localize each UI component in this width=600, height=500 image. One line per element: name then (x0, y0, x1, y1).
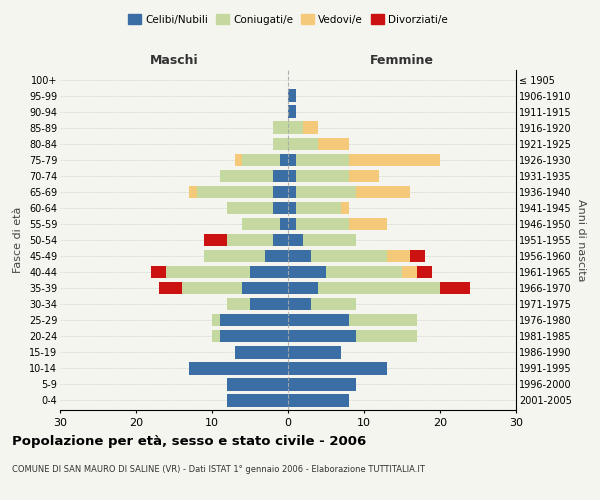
Bar (356, 186, 410, 198)
Bar (296, 154, 349, 166)
Bar (273, 170, 288, 182)
Bar (349, 170, 379, 182)
Bar (227, 202, 273, 214)
Bar (288, 170, 296, 182)
Bar (296, 170, 349, 182)
Bar (280, 218, 288, 230)
Bar (235, 154, 242, 166)
Bar (288, 346, 341, 358)
Bar (227, 394, 288, 406)
Bar (242, 154, 280, 166)
Bar (296, 186, 356, 198)
Bar (288, 394, 349, 406)
Bar (288, 202, 296, 214)
Bar (189, 362, 288, 374)
Bar (235, 346, 288, 358)
Bar (227, 298, 250, 310)
Text: Femmine: Femmine (370, 54, 434, 67)
Bar (288, 362, 387, 374)
Bar (288, 90, 296, 102)
Bar (288, 330, 356, 342)
Bar (288, 154, 296, 166)
Bar (250, 266, 288, 278)
Bar (182, 282, 242, 294)
Bar (303, 122, 319, 134)
Bar (273, 234, 288, 246)
Bar (288, 106, 296, 118)
Bar (303, 234, 356, 246)
Bar (349, 218, 387, 230)
Bar (410, 250, 425, 262)
Bar (212, 330, 220, 342)
Bar (265, 250, 288, 262)
Bar (349, 314, 417, 326)
Bar (296, 218, 349, 230)
Bar (288, 122, 303, 134)
Bar (387, 250, 410, 262)
Bar (205, 250, 265, 262)
Bar (311, 298, 356, 310)
Bar (159, 282, 182, 294)
Bar (402, 266, 417, 278)
Bar (212, 314, 220, 326)
Bar (205, 234, 227, 246)
Bar (288, 186, 296, 198)
Bar (349, 154, 440, 166)
Bar (227, 378, 288, 390)
Bar (242, 282, 288, 294)
Bar (220, 330, 288, 342)
Bar (280, 154, 288, 166)
Bar (273, 202, 288, 214)
Bar (189, 186, 197, 198)
Bar (273, 122, 288, 134)
Bar (417, 266, 433, 278)
Bar (288, 250, 311, 262)
Bar (326, 266, 402, 278)
Bar (273, 138, 288, 150)
Bar (250, 298, 288, 310)
Bar (319, 282, 440, 294)
Bar (166, 266, 250, 278)
Bar (151, 266, 166, 278)
Text: COMUNE DI SAN MAURO DI SALINE (VR) - Dati ISTAT 1° gennaio 2006 - Elaborazione T: COMUNE DI SAN MAURO DI SALINE (VR) - Dat… (12, 465, 425, 474)
Bar (242, 218, 280, 230)
Bar (356, 330, 417, 342)
Bar (227, 234, 273, 246)
Text: Maschi: Maschi (149, 54, 199, 67)
Y-axis label: Fasce di età: Fasce di età (13, 207, 23, 273)
Bar (288, 378, 356, 390)
Bar (319, 138, 349, 150)
Bar (288, 282, 319, 294)
Bar (341, 202, 349, 214)
Bar (197, 186, 273, 198)
Bar (288, 234, 303, 246)
Bar (220, 170, 273, 182)
Bar (296, 202, 341, 214)
Bar (288, 266, 326, 278)
Text: Popolazione per età, sesso e stato civile - 2006: Popolazione per età, sesso e stato civil… (12, 435, 366, 448)
Bar (440, 282, 470, 294)
Bar (288, 218, 296, 230)
Bar (288, 138, 319, 150)
Bar (288, 298, 311, 310)
Bar (220, 314, 288, 326)
Bar (311, 250, 387, 262)
Legend: Celibi/Nubili, Coniugati/e, Vedovi/e, Divorziati/e: Celibi/Nubili, Coniugati/e, Vedovi/e, Di… (124, 10, 452, 29)
Y-axis label: Anni di nascita: Anni di nascita (575, 198, 586, 281)
Bar (273, 186, 288, 198)
Bar (288, 314, 349, 326)
